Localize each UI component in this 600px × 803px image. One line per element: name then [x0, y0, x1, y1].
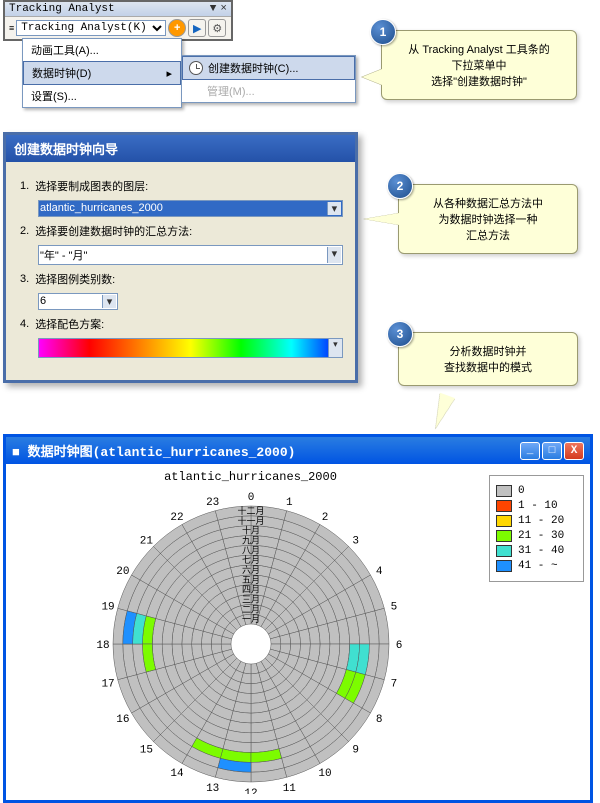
wizard-q1: 1.选择要制成图表的图层: — [20, 178, 341, 194]
svg-text:十一月: 十一月 — [237, 515, 264, 526]
submenu-manage: 管理(M)... — [182, 80, 355, 102]
legend-row: 11 - 20 — [496, 515, 577, 527]
step-badge-3: 3 — [387, 321, 413, 347]
svg-text:1: 1 — [286, 497, 293, 509]
svg-text:5: 5 — [390, 602, 397, 614]
svg-text:6: 6 — [395, 640, 402, 652]
toolbar-controls: ▼ × — [210, 3, 227, 15]
step-badge-1: 1 — [370, 19, 396, 45]
legend-row: 1 - 10 — [496, 500, 577, 512]
torn-edge — [6, 368, 355, 380]
wizard-q3: 3.选择图例类别数: — [20, 271, 341, 287]
svg-text:十二月: 十二月 — [237, 505, 264, 516]
toolbar-header: Tracking Analyst ▼ × — [5, 2, 231, 16]
submenu-arrow-icon: ▸ — [166, 67, 172, 80]
minimize-button[interactable]: _ — [520, 442, 540, 460]
wizard-title: 创建数据时钟向导 — [6, 135, 355, 162]
svg-text:七月: 七月 — [241, 555, 259, 565]
legend-row: 41 - ~ — [496, 560, 577, 572]
svg-text:八月: 八月 — [241, 545, 259, 555]
svg-text:20: 20 — [116, 566, 129, 578]
tracking-analyst-dropdown[interactable]: Tracking Analyst(K) — [16, 20, 166, 36]
svg-text:3: 3 — [352, 535, 359, 547]
wizard-q4: 4.选择配色方案: — [20, 316, 341, 332]
dataclock-chart-window: ■ 数据时钟图(atlantic_hurricanes_2000) _ □ X … — [3, 434, 593, 803]
svg-text:19: 19 — [101, 602, 114, 614]
svg-text:四月: 四月 — [241, 585, 259, 595]
toolbar-title: Tracking Analyst — [9, 3, 115, 15]
wizard-layer-select[interactable]: atlantic_hurricanes_2000▾ — [38, 200, 343, 217]
svg-text:4: 4 — [375, 566, 382, 578]
wizard-method-select[interactable]: "年" - "月"▾ — [38, 245, 343, 265]
svg-text:9: 9 — [352, 745, 359, 757]
svg-text:三月: 三月 — [241, 594, 259, 604]
submenu-create-dataclock[interactable]: 创建数据时钟(C)... — [182, 56, 355, 80]
svg-text:13: 13 — [206, 783, 219, 794]
menu-item-animation[interactable]: 动画工具(A)... — [23, 39, 181, 61]
svg-text:18: 18 — [96, 640, 109, 652]
svg-text:二月: 二月 — [241, 604, 259, 614]
tracking-analyst-toolbar: Tracking Analyst ▼ × ≡ Tracking Analyst(… — [3, 0, 233, 41]
svg-text:五月: 五月 — [241, 575, 259, 585]
chart-area: atlantic_hurricanes_2000 012345678910111… — [12, 470, 489, 794]
svg-text:21: 21 — [139, 535, 153, 547]
svg-text:16: 16 — [116, 714, 129, 726]
close-button[interactable]: X — [564, 442, 584, 460]
settings-button[interactable]: ⚙ — [208, 19, 226, 37]
svg-text:10: 10 — [318, 768, 331, 780]
svg-text:8: 8 — [375, 714, 382, 726]
svg-text:十月: 十月 — [241, 525, 259, 536]
close-icon[interactable]: × — [220, 3, 227, 15]
callout-step2: 2 从各种数据汇总方法中 为数据时钟选择一种 汇总方法 — [398, 184, 578, 254]
add-button[interactable]: + — [168, 19, 186, 37]
chart-subtitle: atlantic_hurricanes_2000 — [12, 470, 489, 484]
legend-row: 31 - 40 — [496, 545, 577, 557]
svg-text:六月: 六月 — [241, 564, 259, 575]
svg-text:22: 22 — [170, 512, 183, 524]
menu-item-dataclock[interactable]: 数据时钟(D)▸ — [23, 61, 181, 85]
dropdown-menu: 动画工具(A)... 数据时钟(D)▸ 设置(S)... — [22, 38, 182, 108]
menu-item-settings[interactable]: 设置(S)... — [23, 85, 181, 107]
dropdown-caret-icon[interactable]: ▼ — [210, 3, 217, 15]
play-button[interactable]: ▶ — [188, 19, 206, 37]
chart-legend: 0 1 - 10 11 - 20 21 - 30 31 - 40 41 - ~ — [489, 475, 584, 582]
svg-text:2: 2 — [321, 512, 328, 524]
wizard-colorscheme-select[interactable]: ▾ — [38, 338, 343, 358]
polar-chart: 01234567891011121314151617181920212223十二… — [36, 484, 466, 794]
svg-text:11: 11 — [282, 783, 296, 794]
svg-text:九月: 九月 — [241, 535, 259, 545]
chartwin-titlebar: ■ 数据时钟图(atlantic_hurricanes_2000) _ □ X — [6, 437, 590, 464]
svg-text:一月: 一月 — [241, 614, 259, 624]
svg-text:14: 14 — [170, 768, 184, 780]
callout-step3: 3 分析数据时钟并 查找数据中的模式 — [398, 332, 578, 386]
svg-text:7: 7 — [390, 678, 397, 690]
maximize-button[interactable]: □ — [542, 442, 562, 460]
svg-text:0: 0 — [247, 492, 254, 504]
legend-row: 21 - 30 — [496, 530, 577, 542]
wizard-q2: 2.选择要创建数据时钟的汇总方法: — [20, 223, 341, 239]
svg-text:23: 23 — [206, 497, 219, 509]
svg-text:17: 17 — [101, 678, 114, 690]
wizard-classes-select[interactable]: 6▾ — [38, 293, 118, 310]
legend-row: 0 — [496, 485, 577, 497]
clock-icon — [189, 61, 203, 75]
toolbar-row: ≡ Tracking Analyst(K) + ▶ ⚙ — [5, 16, 231, 39]
callout-step1: 1 从 Tracking Analyst 工具条的 下拉菜单中 选择"创建数据时… — [381, 30, 577, 100]
svg-text:15: 15 — [139, 745, 152, 757]
submenu: 创建数据时钟(C)... 管理(M)... — [181, 55, 356, 103]
grip-icon: ≡ — [9, 23, 14, 33]
svg-text:12: 12 — [244, 788, 257, 794]
step-badge-2: 2 — [387, 173, 413, 199]
create-dataclock-wizard: 创建数据时钟向导 1.选择要制成图表的图层: atlantic_hurrican… — [3, 132, 358, 383]
